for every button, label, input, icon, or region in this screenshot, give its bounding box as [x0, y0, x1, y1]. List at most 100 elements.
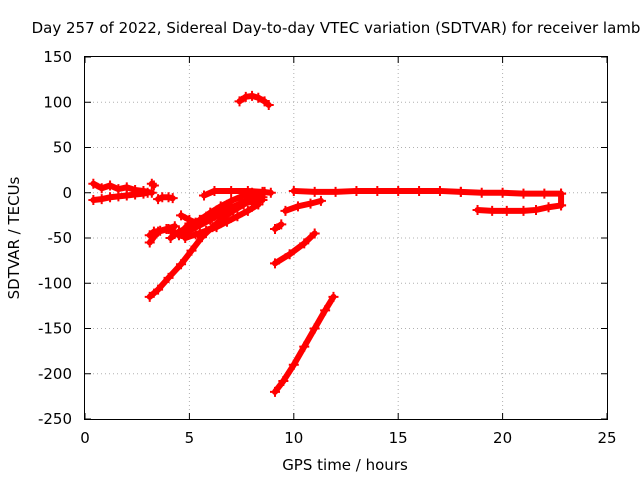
data-point: [288, 185, 299, 196]
data-point: [209, 185, 220, 196]
data-point: [434, 185, 445, 196]
data-point: [309, 228, 320, 239]
data-point: [153, 284, 164, 295]
data-point: [113, 191, 124, 202]
plot-frame: [84, 56, 608, 420]
data-point: [199, 190, 210, 201]
data-point: [309, 186, 320, 197]
data-point: [455, 186, 466, 197]
series-trace: [167, 188, 268, 241]
tick-layer: 0 5 10 15 20 25 -250 -200 -150 -100 -50 0 50 100 150: [38, 48, 617, 447]
data-point: [211, 222, 222, 233]
series-trace: [272, 230, 318, 267]
data-point: [167, 193, 178, 204]
data-point: [501, 205, 512, 216]
data-point: [88, 194, 99, 205]
data-point: [105, 180, 116, 191]
series-trace: [282, 197, 324, 214]
data-series: [270, 228, 320, 269]
data-point: [476, 187, 487, 198]
data-point: [270, 258, 281, 269]
data-series: [184, 194, 268, 233]
data-point: [270, 223, 281, 234]
data-point: [161, 223, 172, 234]
data-point: [309, 323, 320, 334]
data-point: [305, 198, 316, 209]
y-tick-label: -200: [38, 365, 72, 383]
data-point: [234, 96, 245, 107]
data-point: [253, 92, 264, 103]
data-point: [146, 178, 157, 189]
data-series: [88, 187, 153, 205]
data-point: [292, 201, 303, 212]
data-point: [226, 185, 237, 196]
data-point: [351, 185, 362, 196]
data-point: [190, 217, 201, 228]
data-point: [414, 185, 425, 196]
data-series: [234, 90, 274, 110]
data-point: [543, 202, 554, 213]
data-point: [180, 233, 191, 243]
data-point: [96, 194, 107, 205]
data-point: [215, 206, 226, 217]
data-point: [232, 211, 243, 222]
data-series: [176, 210, 201, 228]
data-series: [144, 194, 260, 302]
data-point: [186, 245, 197, 256]
data-point: [270, 386, 281, 397]
data-series: [146, 178, 159, 191]
data-point: [288, 359, 299, 370]
data-series: [280, 195, 326, 216]
y-tick-label: 0: [62, 184, 72, 202]
y-tick-label: 100: [43, 93, 72, 111]
chart-title: Day 257 of 2022, Sidereal Day-to-day VTE…: [32, 19, 640, 37]
data-point: [121, 190, 132, 201]
data-point: [201, 225, 212, 236]
data-point: [299, 341, 310, 352]
data-series: [455, 186, 567, 199]
data-point: [205, 212, 216, 223]
y-axis-label: SDTVAR / TECUs: [5, 176, 23, 299]
data-point: [148, 180, 159, 191]
data-point: [531, 204, 542, 215]
data-point: [320, 305, 331, 316]
data-point: [487, 205, 498, 216]
data-point: [190, 229, 201, 240]
data-point: [169, 221, 180, 232]
data-point: [144, 291, 155, 302]
data-point: [278, 375, 289, 386]
data-point: [315, 195, 326, 206]
data-point: [155, 225, 166, 236]
data-point: [497, 187, 508, 198]
data-point: [247, 90, 258, 101]
x-tick-label: 0: [80, 429, 90, 447]
data-point: [142, 187, 153, 198]
x-tick-label: 20: [493, 429, 512, 447]
x-axis-label: GPS time / hours: [282, 456, 408, 474]
x-tick-label: 15: [389, 429, 408, 447]
y-tick-label: 50: [53, 139, 72, 157]
data-point: [539, 188, 550, 199]
y-tick-label: -100: [38, 274, 72, 292]
data-point: [284, 249, 295, 260]
data-point: [96, 183, 107, 194]
data-point: [393, 185, 404, 196]
data-point: [165, 233, 176, 243]
data-point: [518, 188, 529, 199]
grid-layer: [85, 57, 607, 419]
data-point: [221, 216, 232, 227]
data-point: [328, 291, 339, 302]
data-series: [556, 188, 567, 211]
x-tick-label: 10: [284, 429, 303, 447]
data-point: [372, 185, 383, 196]
series-layer: [88, 90, 567, 397]
data-point: [472, 204, 483, 215]
data-series: [153, 192, 178, 205]
data-point: [556, 200, 567, 211]
data-point: [276, 219, 287, 230]
data-point: [518, 205, 529, 216]
data-point: [88, 178, 99, 189]
data-point: [257, 194, 268, 205]
x-tick-label: 5: [185, 429, 195, 447]
